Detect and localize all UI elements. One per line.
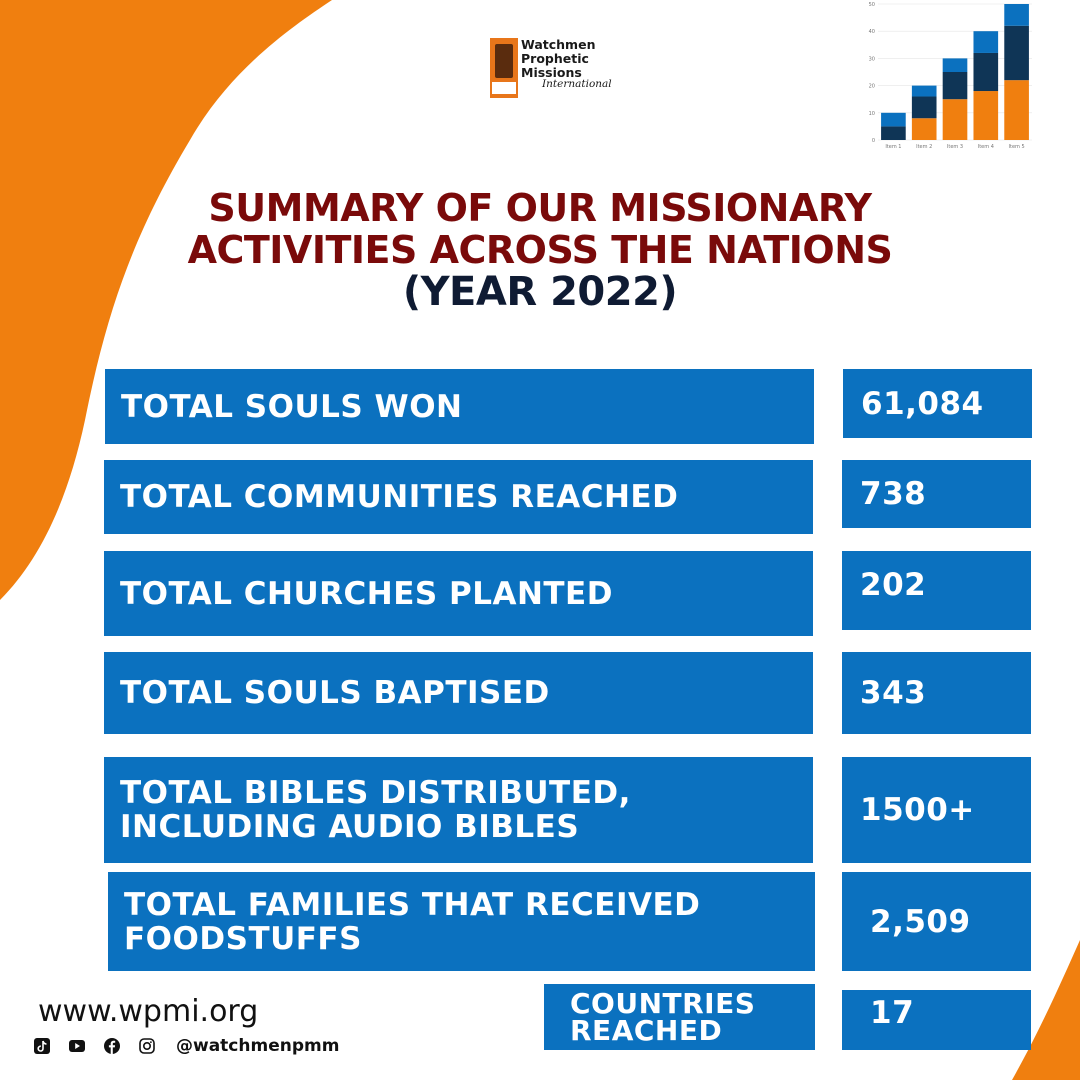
- chart-bar-segment: [942, 58, 968, 72]
- chart-x-tick-label: Item 4: [978, 144, 994, 150]
- chart-bar-segment: [973, 91, 999, 140]
- bottom-right-orange-swoosh: [1012, 940, 1080, 1080]
- chart-bar-segment: [942, 99, 968, 140]
- stat-value-communities-reached: 738: [842, 460, 1031, 528]
- stat-label-countries-reached: COUNTRIES REACHED: [544, 984, 815, 1050]
- stat-label-souls-baptised: TOTAL SOULS BAPTISED: [104, 652, 813, 734]
- stat-label-souls-won: TOTAL SOULS WON: [105, 369, 814, 444]
- chart-x-tick-label: Item 2: [916, 144, 932, 150]
- stat-value-souls-won: 61,084: [843, 369, 1032, 438]
- chart-bar-segment: [911, 96, 937, 119]
- chart-bar-segment: [881, 126, 906, 140]
- logo-name-line: Prophetic: [521, 51, 589, 66]
- social-links: @watchmenpmm: [34, 1034, 339, 1058]
- stat-label-families-foodstuffs: TOTAL FAMILIES THAT RECEIVED FOODSTUFFS: [108, 872, 815, 971]
- social-handle[interactable]: @watchmenpmm: [176, 1036, 340, 1056]
- chart-y-tick-label: 30: [869, 56, 875, 62]
- chart-x-tick-label: Item 3: [947, 144, 963, 150]
- chart-bar-segment: [881, 112, 906, 127]
- website-link[interactable]: www.wpmi.org: [38, 994, 259, 1029]
- chart-bar-segment: [973, 52, 999, 92]
- chart-y-tick-label: 0: [872, 138, 875, 144]
- logo-name: Watchmen Prophetic Missions: [521, 38, 595, 80]
- stat-value-bibles-distributed: 1500+: [842, 757, 1031, 863]
- stat-value-churches-planted: 202: [842, 551, 1031, 630]
- stat-label-bibles-distributed: TOTAL BIBLES DISTRIBUTED, INCLUDING AUDI…: [104, 757, 813, 863]
- organization-logo: Watchmen Prophetic Missions Internationa…: [490, 38, 620, 100]
- chart-x-tick-label: Item 1: [885, 144, 901, 150]
- chart-bar-segment: [942, 72, 968, 100]
- page-title-year: (YEAR 2022): [402, 269, 678, 315]
- chart-bar-segment: [1004, 80, 1029, 140]
- stat-value-souls-baptised: 343: [842, 652, 1031, 734]
- logo-script-text: International: [542, 78, 612, 90]
- chart-y-tick-label: 20: [869, 84, 875, 90]
- chart-bar-segment: [1004, 25, 1029, 81]
- chart-y-tick-label: 40: [869, 29, 875, 35]
- stat-label-communities-reached: TOTAL COMMUNITIES REACHED: [104, 460, 813, 534]
- chart-y-tick-label: 10: [869, 111, 875, 117]
- chart-bar-segment: [973, 31, 999, 53]
- chart-bar-segment: [911, 85, 937, 97]
- page-title-line-1: SUMMARY OF OUR MISSIONARY: [208, 186, 872, 230]
- chart-x-tick-label: Item 5: [1009, 144, 1025, 150]
- stat-label-churches-planted: TOTAL CHURCHES PLANTED: [104, 551, 813, 636]
- stat-value-countries-reached: 17: [842, 990, 1031, 1050]
- youtube-icon[interactable]: [69, 1038, 85, 1054]
- decorative-stacked-bar-chart: 0 10 20 30 40 50 Item 1 Item 2 Item 3 Item 4 Item …: [869, 2, 1032, 150]
- logo-emblem: [490, 38, 518, 98]
- chart-y-tick-label: 50: [869, 2, 875, 8]
- logo-name-line: Missions: [521, 65, 582, 80]
- chart-bar-segment: [911, 118, 937, 140]
- facebook-icon[interactable]: [104, 1038, 120, 1054]
- tiktok-icon[interactable]: [34, 1038, 50, 1054]
- logo-name-line: Watchmen: [521, 37, 596, 52]
- chart-bar-segment: [1004, 4, 1029, 26]
- page-title-line-2: ACTIVITIES ACROSS THE NATIONS: [187, 228, 893, 272]
- stat-value-families-foodstuffs: 2,509: [842, 872, 1031, 971]
- instagram-icon[interactable]: [139, 1038, 155, 1054]
- left-orange-swoosh: [0, 0, 332, 600]
